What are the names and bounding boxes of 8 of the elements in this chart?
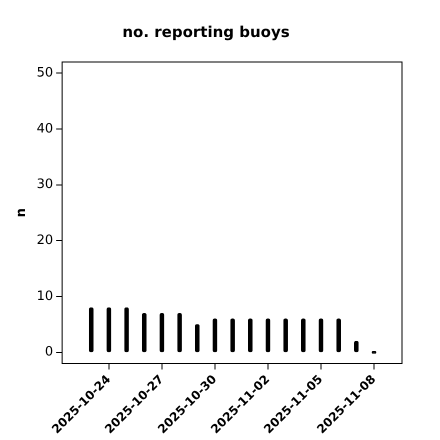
y-axis-title: n — [14, 208, 30, 218]
y-tick-label: 50 — [36, 66, 54, 81]
y-tick-label: 10 — [36, 288, 54, 304]
y-tick-label: 0 — [44, 344, 54, 360]
y-tick-label: 40 — [36, 121, 54, 136]
y-tick-label: 30 — [36, 177, 54, 192]
y-tick-label: 20 — [36, 233, 54, 248]
chart-title: no. reporting buoys — [122, 22, 290, 41]
